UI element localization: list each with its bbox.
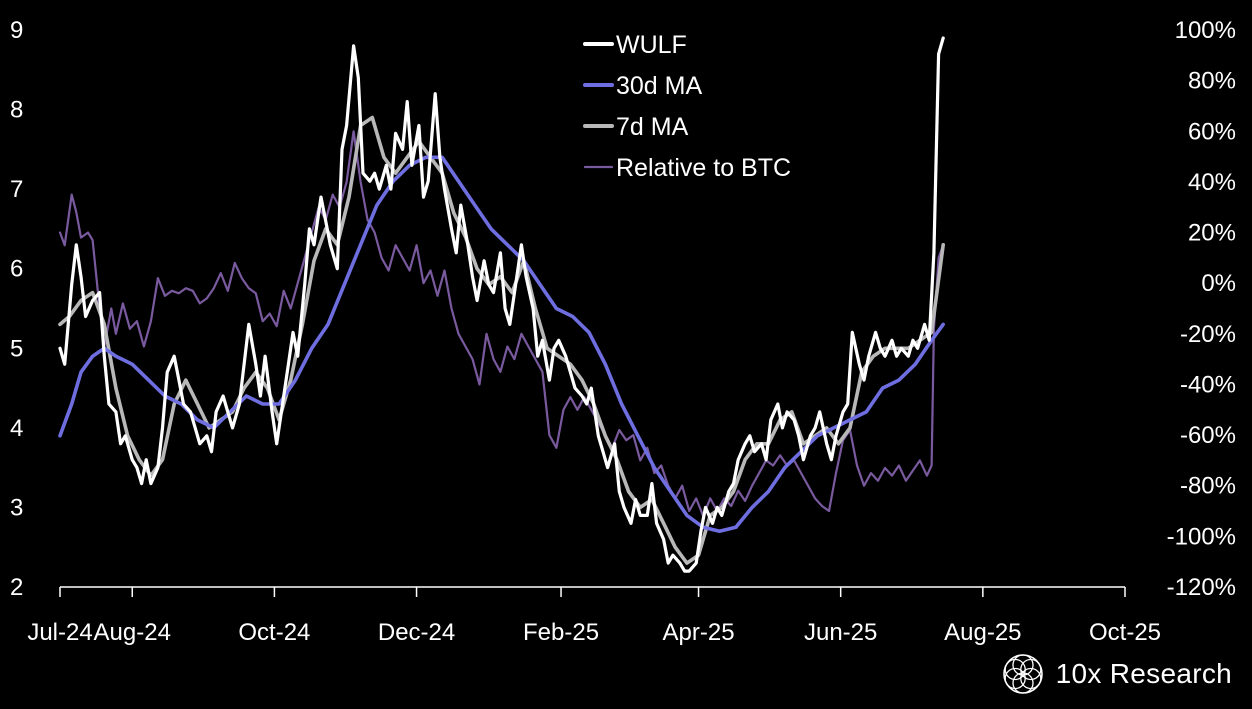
x-axis-ticks: Jul-24 Aug-24 Oct-24 Dec-24 Feb-25 Apr-25 Jun-… xyxy=(27,587,1161,646)
right-tick-label-60pct: 60% xyxy=(1188,118,1236,145)
left-tick-label-3: 3 xyxy=(10,494,23,521)
series-line-30d-ma xyxy=(58,155,945,534)
left-tick-label-5: 5 xyxy=(10,335,23,362)
series-line-wulf xyxy=(58,36,945,573)
right-tick-label-100pct: 100% xyxy=(1175,17,1236,44)
legend-label-relative-to-btc: Relative to BTC xyxy=(616,154,791,182)
legend: WULF 30d MA 7d MA Relative to BTC xyxy=(583,31,791,182)
geometric-rose-logo-icon xyxy=(1002,654,1043,694)
right-tick-label--60pct: -60% xyxy=(1180,422,1236,449)
left-tick-label-2: 2 xyxy=(10,574,23,601)
left-tick-label-8: 8 xyxy=(10,97,23,124)
x-tick-label-apr-25: Apr-25 xyxy=(663,619,735,646)
x-tick-label-aug-24: Aug-24 xyxy=(94,619,171,646)
x-tick-label-jun-25: Jun-25 xyxy=(804,619,877,646)
legend-label-wulf: WULF xyxy=(616,31,687,59)
brand-name: 10x Research xyxy=(1055,658,1232,689)
left-tick-label-9: 9 xyxy=(10,17,23,44)
series-line-relative-to-btc xyxy=(58,130,945,518)
legend-label-7d-ma: 7d MA xyxy=(616,113,689,141)
x-tick-label-oct-24: Oct-24 xyxy=(238,619,310,646)
right-tick-label--120pct: -120% xyxy=(1167,574,1236,601)
right-tick-label--20pct: -20% xyxy=(1180,321,1236,348)
x-tick-label-dec-24: Dec-24 xyxy=(378,619,455,646)
left-tick-label-7: 7 xyxy=(10,176,23,203)
series-line-7d-ma xyxy=(58,115,945,565)
right-tick-label-80pct: 80% xyxy=(1188,68,1236,95)
right-tick-label--80pct: -80% xyxy=(1180,473,1236,500)
right-tick-label-40pct: 40% xyxy=(1188,169,1236,196)
x-tick-label-feb-25: Feb-25 xyxy=(523,619,599,646)
brand-watermark: 10x Research xyxy=(1002,653,1232,695)
x-tick-label-jul-24: Jul-24 xyxy=(27,619,92,646)
left-tick-label-4: 4 xyxy=(10,415,23,442)
series-layer xyxy=(58,36,945,573)
right-axis-ticks: 100% 80% 60% 40% 20% 0% -20% -40% -60% -80% -100% -… xyxy=(1167,17,1236,601)
right-tick-label-0pct: 0% xyxy=(1201,270,1236,297)
right-tick-label--100pct: -100% xyxy=(1167,523,1236,550)
right-tick-label-20pct: 20% xyxy=(1188,220,1236,247)
x-tick-label-oct-25: Oct-25 xyxy=(1089,619,1161,646)
legend-label-30d-ma: 30d MA xyxy=(616,72,702,100)
right-tick-label--40pct: -40% xyxy=(1180,371,1236,398)
x-tick-label-aug-25: Aug-25 xyxy=(944,619,1021,646)
left-tick-label-6: 6 xyxy=(10,256,23,283)
left-axis-ticks: 9 8 7 6 5 4 3 2 xyxy=(10,17,23,601)
